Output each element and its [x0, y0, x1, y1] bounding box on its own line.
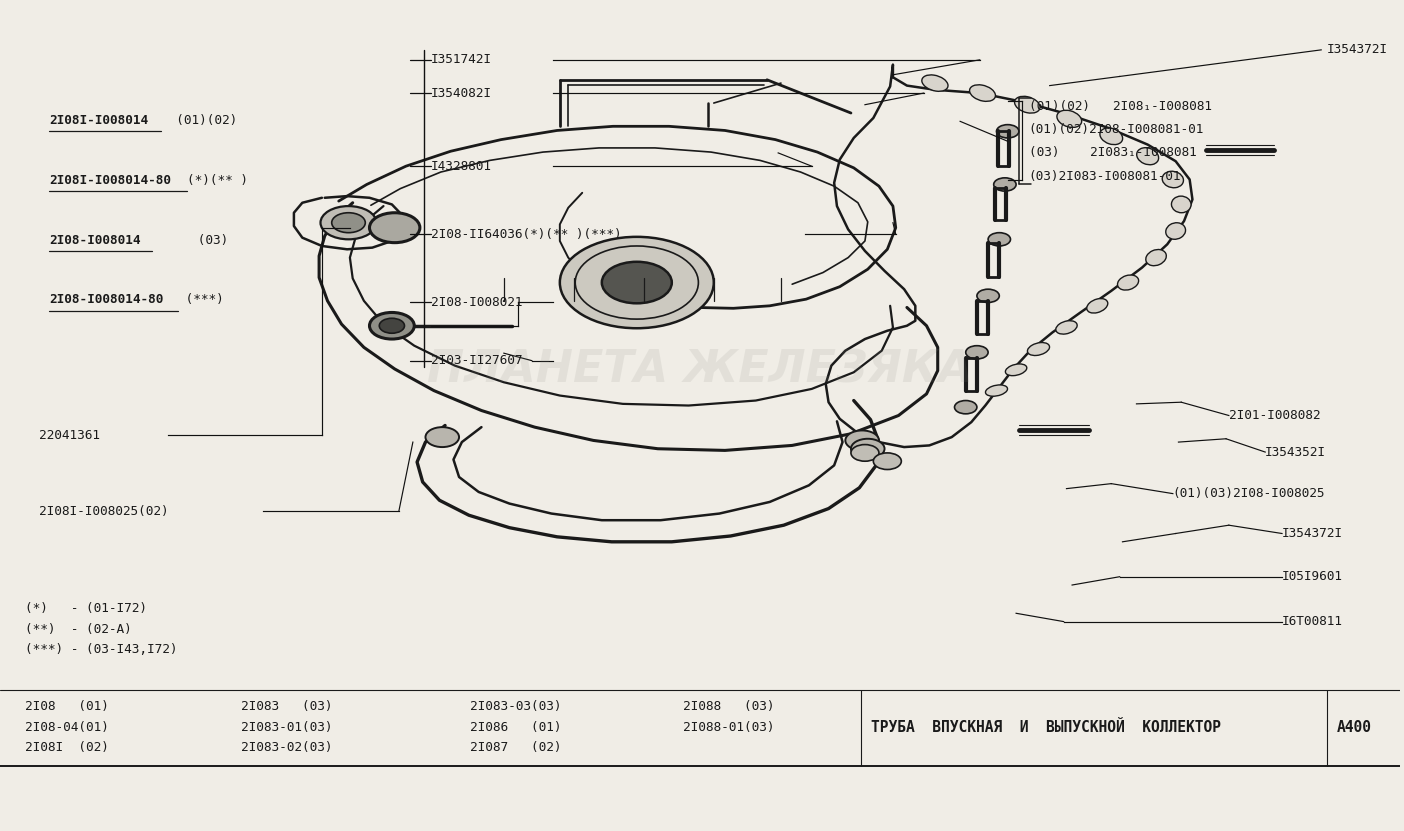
Text: I351742I: I351742I — [431, 53, 491, 66]
Text: 2I083-03(03): 2I083-03(03) — [470, 700, 562, 713]
Text: 2I08I  (02): 2I08I (02) — [25, 741, 110, 755]
Text: 2I08-I008014-80: 2I08-I008014-80 — [49, 293, 163, 307]
Circle shape — [602, 262, 671, 303]
Text: (**)  - (02-A): (**) - (02-A) — [25, 622, 132, 636]
Circle shape — [851, 445, 879, 461]
Text: 2I08-04(01): 2I08-04(01) — [25, 720, 110, 734]
Circle shape — [425, 427, 459, 447]
Ellipse shape — [970, 85, 995, 101]
Ellipse shape — [1171, 196, 1191, 213]
Text: 2I03-II27607: 2I03-II27607 — [431, 354, 522, 367]
Text: 2I08I-I008014-80: 2I08I-I008014-80 — [49, 174, 171, 187]
Text: I4328801: I4328801 — [431, 160, 491, 173]
Ellipse shape — [1118, 275, 1139, 290]
Ellipse shape — [922, 75, 948, 91]
Text: (*)   - (01-I72): (*) - (01-I72) — [25, 602, 147, 615]
Text: 2I08-II64036(*)(** )(***): 2I08-II64036(*)(** )(***) — [431, 228, 622, 241]
Text: I6T00811: I6T00811 — [1282, 615, 1344, 628]
Text: 22041361: 22041361 — [39, 429, 100, 442]
Text: I354372I: I354372I — [1327, 43, 1387, 57]
Circle shape — [369, 213, 420, 243]
Text: (*)(** ): (*)(** ) — [187, 174, 247, 187]
Ellipse shape — [1099, 128, 1123, 145]
Ellipse shape — [986, 385, 1008, 396]
Ellipse shape — [1163, 171, 1184, 188]
Text: 2I083   (03): 2I083 (03) — [240, 700, 333, 713]
Text: 2I087   (02): 2I087 (02) — [470, 741, 562, 755]
Text: I354352I: I354352I — [1265, 445, 1327, 459]
Text: 2I083-02(03): 2I083-02(03) — [240, 741, 333, 755]
Circle shape — [977, 289, 1000, 302]
Text: (03): (03) — [152, 234, 229, 247]
Ellipse shape — [1137, 148, 1158, 165]
Circle shape — [379, 318, 404, 333]
Circle shape — [851, 439, 885, 459]
Text: I354372I: I354372I — [1282, 527, 1344, 540]
Text: (***): (***) — [178, 293, 223, 307]
Text: (01)(03)2I08-I008025: (01)(03)2I08-I008025 — [1172, 487, 1325, 500]
Text: 2I08-I008021: 2I08-I008021 — [431, 296, 522, 309]
Text: 2I083-01(03): 2I083-01(03) — [240, 720, 333, 734]
Text: 2I088-01(03): 2I088-01(03) — [682, 720, 775, 734]
Text: 2I08-I008014: 2I08-I008014 — [49, 234, 140, 247]
Circle shape — [873, 453, 901, 470]
Circle shape — [560, 237, 713, 328]
Ellipse shape — [1005, 364, 1026, 376]
Text: (01)(02): (01)(02) — [161, 114, 237, 127]
Ellipse shape — [1165, 223, 1185, 239]
Circle shape — [845, 430, 879, 450]
Circle shape — [966, 346, 988, 359]
Circle shape — [988, 233, 1011, 246]
Circle shape — [369, 312, 414, 339]
Text: (***) - (03-I43,I72): (***) - (03-I43,I72) — [25, 643, 178, 656]
Circle shape — [997, 125, 1019, 138]
Circle shape — [331, 213, 365, 233]
Text: (01)(02)2I08-I008081-01: (01)(02)2I08-I008081-01 — [1029, 123, 1205, 136]
Circle shape — [320, 206, 376, 239]
Ellipse shape — [1057, 111, 1081, 127]
Text: 2I086   (01): 2I086 (01) — [470, 720, 562, 734]
Text: 2I01-I008082: 2I01-I008082 — [1228, 409, 1320, 422]
Text: А400: А400 — [1337, 720, 1372, 735]
Text: ТРУБА  ВПУСКНАЯ  И  ВЫПУСКНОЙ  КОЛЛЕКТОР: ТРУБА ВПУСКНАЯ И ВЫПУСКНОЙ КОЛЛЕКТОР — [870, 720, 1220, 735]
Text: I354082I: I354082I — [431, 86, 491, 100]
Ellipse shape — [1056, 321, 1077, 334]
Circle shape — [955, 401, 977, 414]
Text: 2I08I-I008025(02): 2I08I-I008025(02) — [39, 504, 168, 518]
Text: I05I9601: I05I9601 — [1282, 570, 1344, 583]
Text: (03)2I083-I008081-01: (03)2I083-I008081-01 — [1029, 170, 1181, 183]
Ellipse shape — [1028, 342, 1050, 356]
Text: (03)    2I083₁-I008081: (03) 2I083₁-I008081 — [1029, 146, 1196, 160]
Ellipse shape — [1087, 298, 1108, 313]
Text: 2I08I-I008014: 2I08I-I008014 — [49, 114, 147, 127]
Circle shape — [994, 178, 1016, 191]
Ellipse shape — [1146, 249, 1167, 266]
Text: 2I088   (03): 2I088 (03) — [682, 700, 775, 713]
Text: ПЛАНЕТА ЖЕЛЕЗЯКА: ПЛАНЕТА ЖЕЛЕЗЯКА — [427, 348, 973, 391]
Text: 2I08   (01): 2I08 (01) — [25, 700, 110, 713]
Ellipse shape — [1015, 96, 1040, 113]
Text: (01)(02)   2I08₁-I008081: (01)(02) 2I08₁-I008081 — [1029, 100, 1212, 113]
